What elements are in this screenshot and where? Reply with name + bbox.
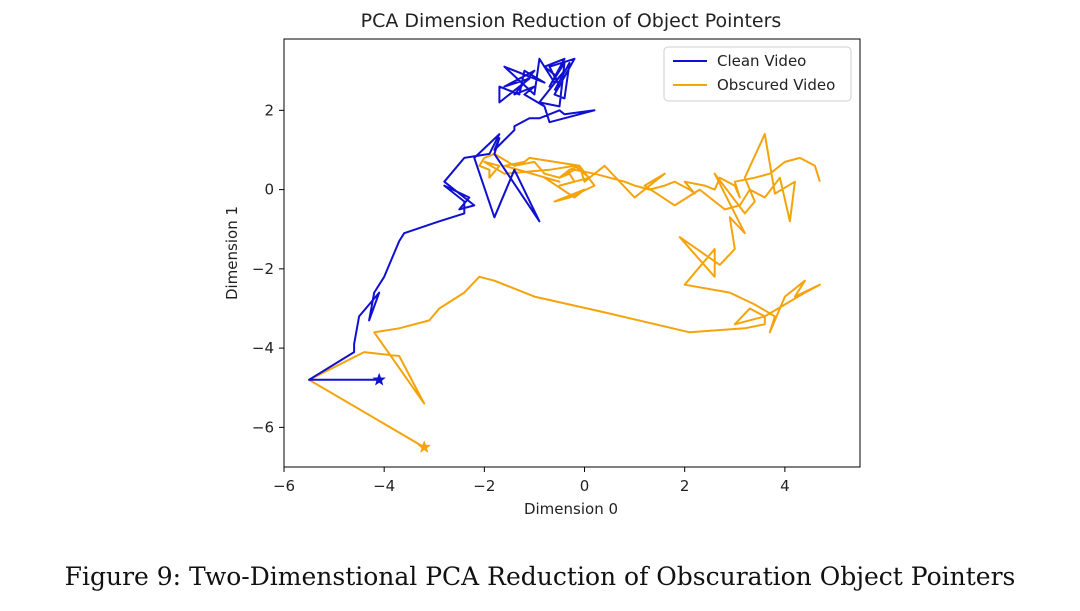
y-tick-label: 0 (264, 181, 274, 199)
series-layer (308, 57, 821, 449)
x-axis: −6 −4 −2 0 2 4 (273, 467, 790, 495)
legend-box (663, 46, 852, 102)
plot-frame (283, 38, 861, 468)
y-tick-label: −6 (252, 418, 274, 436)
chart: PCA Dimension Reduction of Object Pointe… (223, 10, 861, 518)
legend: Clean Video Obscured Video (663, 46, 852, 102)
chart-title: PCA Dimension Reduction of Object Pointe… (361, 10, 782, 32)
y-tick-label: −2 (252, 260, 274, 278)
series-end-star-obscured-video (417, 440, 431, 453)
series-line-clean-video (308, 57, 596, 381)
x-tick-label: −4 (373, 477, 395, 495)
x-tick-label: 4 (780, 477, 790, 495)
legend-label-clean-video: Clean Video (717, 52, 806, 70)
legend-label-obscured-video: Obscured Video (717, 76, 835, 94)
y-axis-label: Dimension 1 (223, 206, 241, 300)
series-line-obscured-video (308, 133, 821, 449)
x-tick-label: −2 (473, 477, 495, 495)
y-tick-label: −4 (252, 339, 274, 357)
x-tick-label: 0 (580, 477, 590, 495)
x-tick-label: −6 (273, 477, 295, 495)
x-tick-label: 2 (680, 477, 690, 495)
series-end-star-clean-video (372, 372, 386, 386)
y-axis: −6 −4 −2 0 2 (252, 101, 284, 436)
x-axis-label: Dimension 0 (524, 500, 618, 518)
marker-layer (372, 372, 431, 453)
figure-caption: Figure 9: Two-Dimenstional PCA Reduction… (64, 562, 1016, 591)
y-tick-label: 2 (264, 101, 274, 119)
